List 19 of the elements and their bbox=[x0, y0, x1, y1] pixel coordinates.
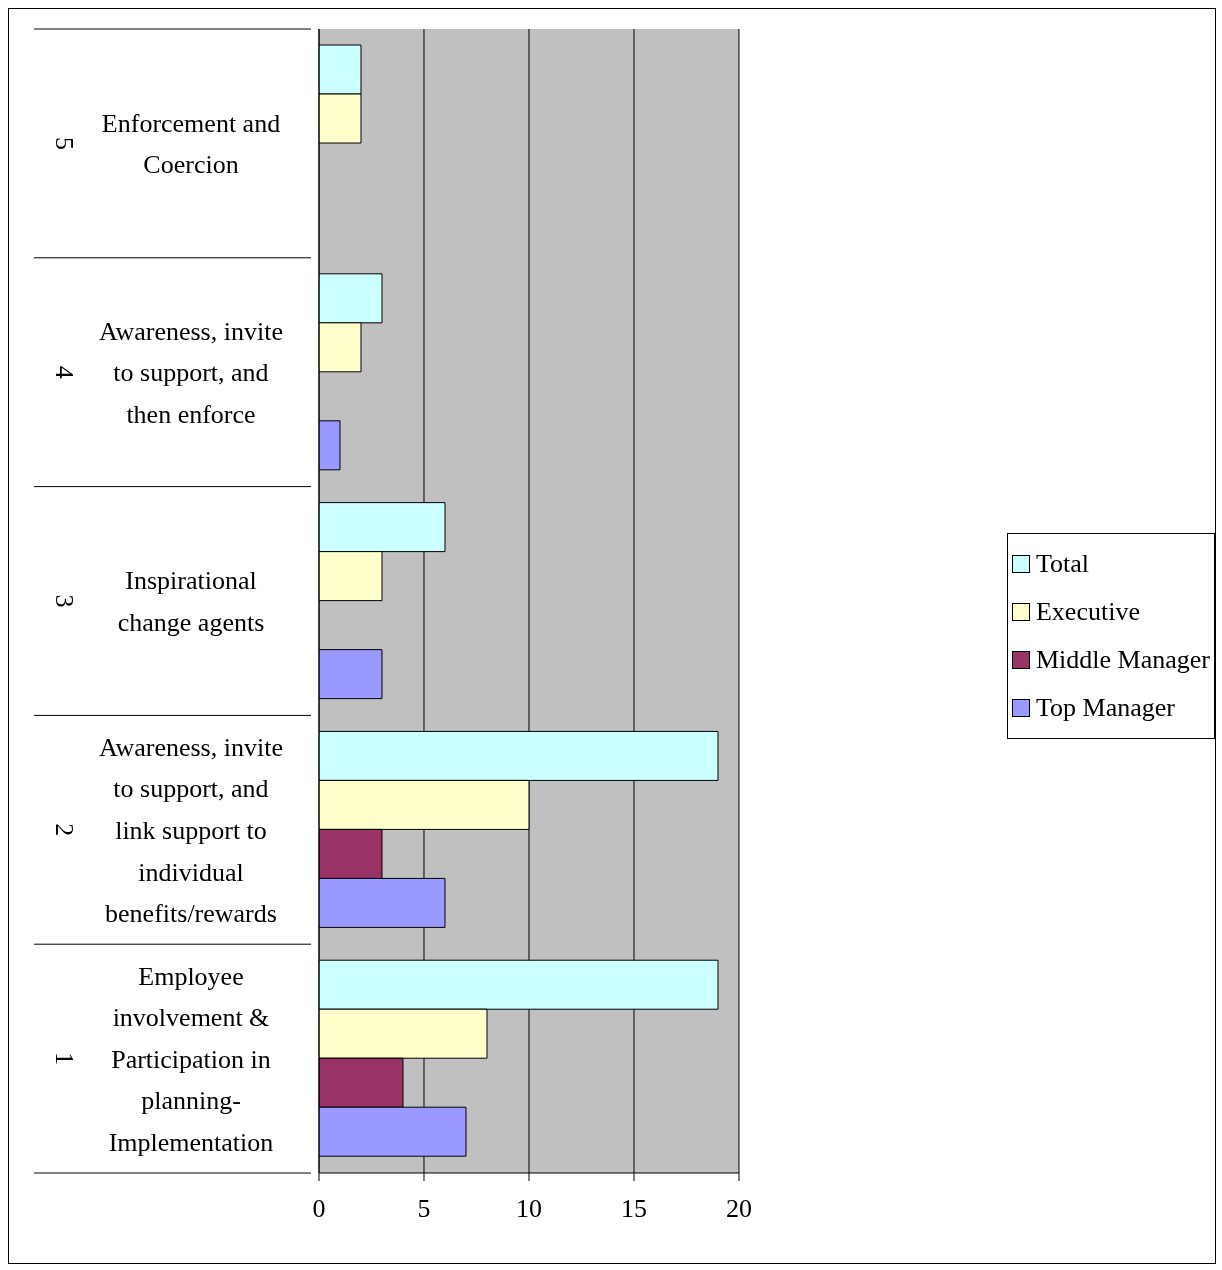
x-tick-label: 0 bbox=[312, 1194, 326, 1224]
text: 5 bbox=[49, 136, 79, 150]
y-tick-label: Awareness, invite to support, and link support to individual benefits/rewards bbox=[99, 732, 283, 929]
text: 4 bbox=[49, 365, 79, 379]
legend-label: Total bbox=[1035, 549, 1090, 579]
text: 1 bbox=[49, 1052, 79, 1066]
legend-label: Executive bbox=[1035, 597, 1140, 627]
y-tick-label: Employee involvement & Participation in planning-Implementation bbox=[108, 961, 274, 1157]
text: 3 bbox=[49, 594, 79, 608]
x-tick-label: 5 bbox=[417, 1194, 431, 1224]
y-tick-label: Inspirational change agents bbox=[117, 566, 265, 637]
y-tick-label: Enforcement and Coercion bbox=[101, 108, 281, 180]
text: 2 bbox=[49, 823, 79, 837]
x-tick-label: 20 bbox=[725, 1194, 752, 1224]
x-tick-label: 10 bbox=[515, 1194, 542, 1224]
legend-label: Middle Manager bbox=[1035, 645, 1210, 675]
legend-label: Top Manager bbox=[1035, 693, 1175, 723]
x-tick-label: 15 bbox=[620, 1194, 647, 1224]
y-tick-label: Awareness, invite to support, and then enforce bbox=[99, 316, 283, 429]
